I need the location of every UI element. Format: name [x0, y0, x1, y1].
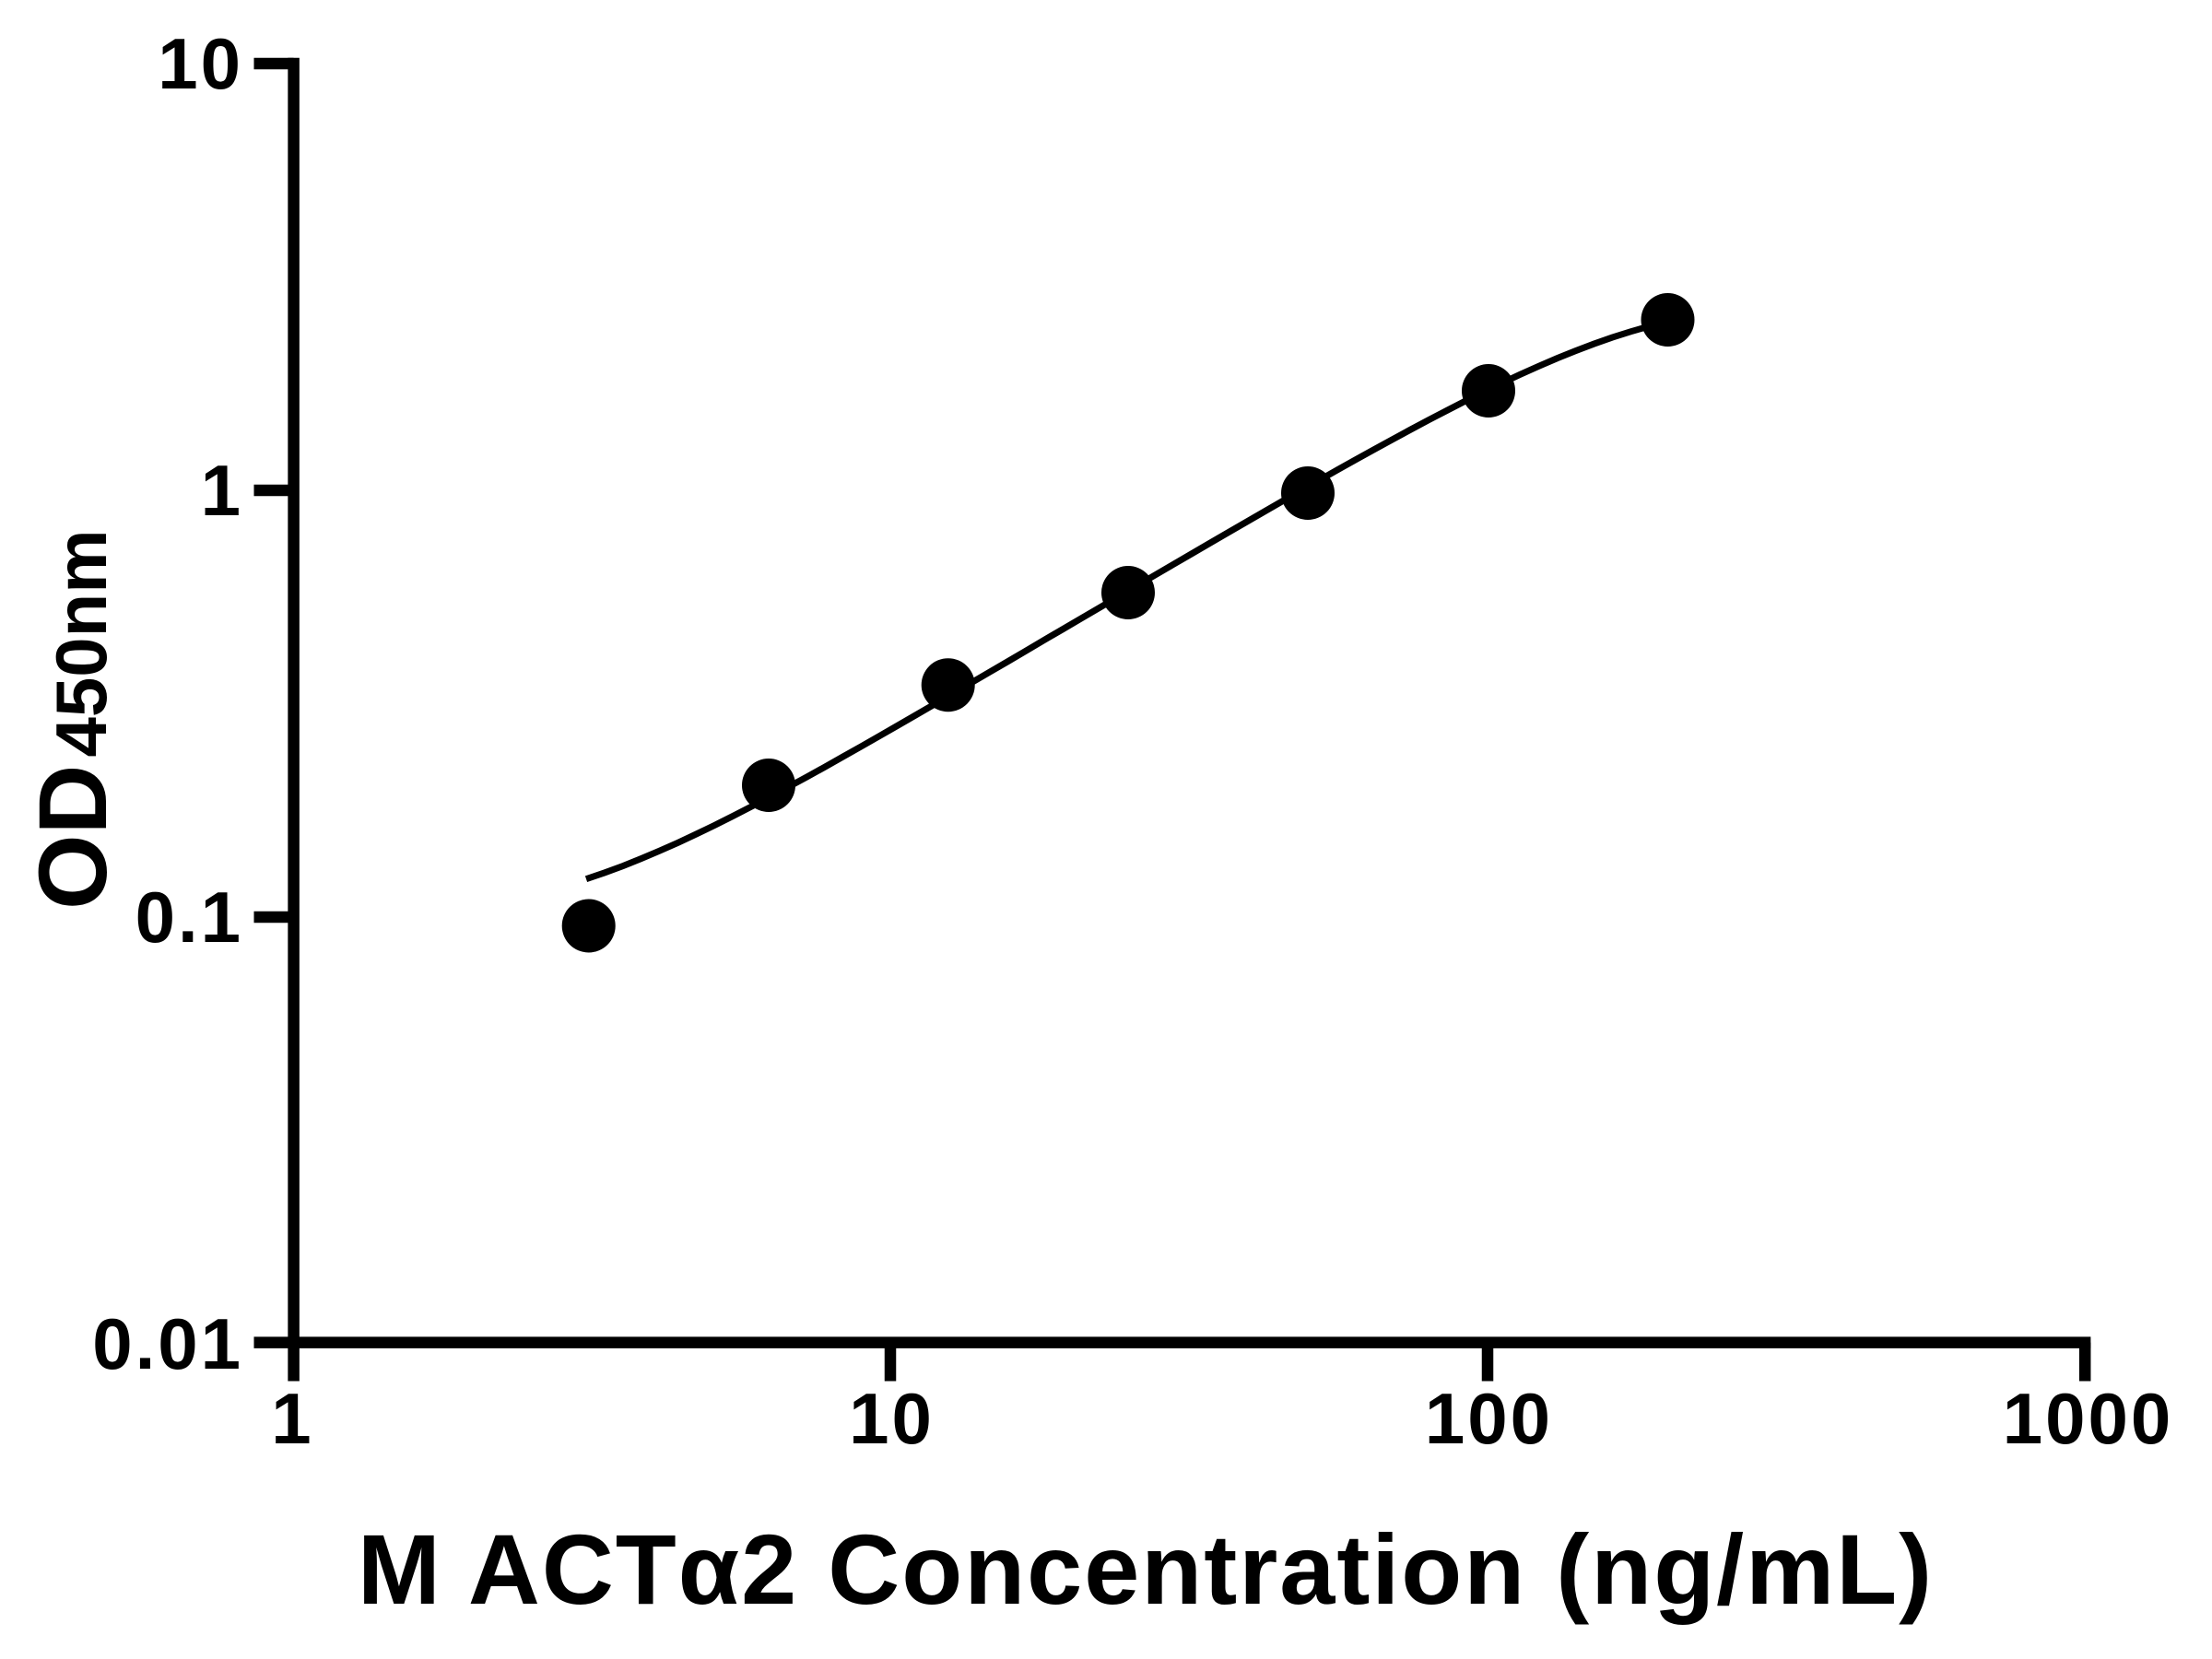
- svg-text:1000: 1000: [2003, 1378, 2174, 1459]
- svg-text:0.01: 0.01: [92, 1303, 243, 1384]
- svg-text:10: 10: [849, 1378, 935, 1459]
- svg-text:1: 1: [271, 1378, 313, 1459]
- svg-text:100: 100: [1425, 1378, 1553, 1459]
- svg-text:10: 10: [158, 23, 243, 104]
- svg-text:M ACTα2 Concentration (ng/mL): M ACTα2 Concentration (ng/mL): [358, 1513, 1934, 1625]
- svg-text:1: 1: [201, 450, 243, 531]
- svg-text:0.1: 0.1: [135, 877, 243, 958]
